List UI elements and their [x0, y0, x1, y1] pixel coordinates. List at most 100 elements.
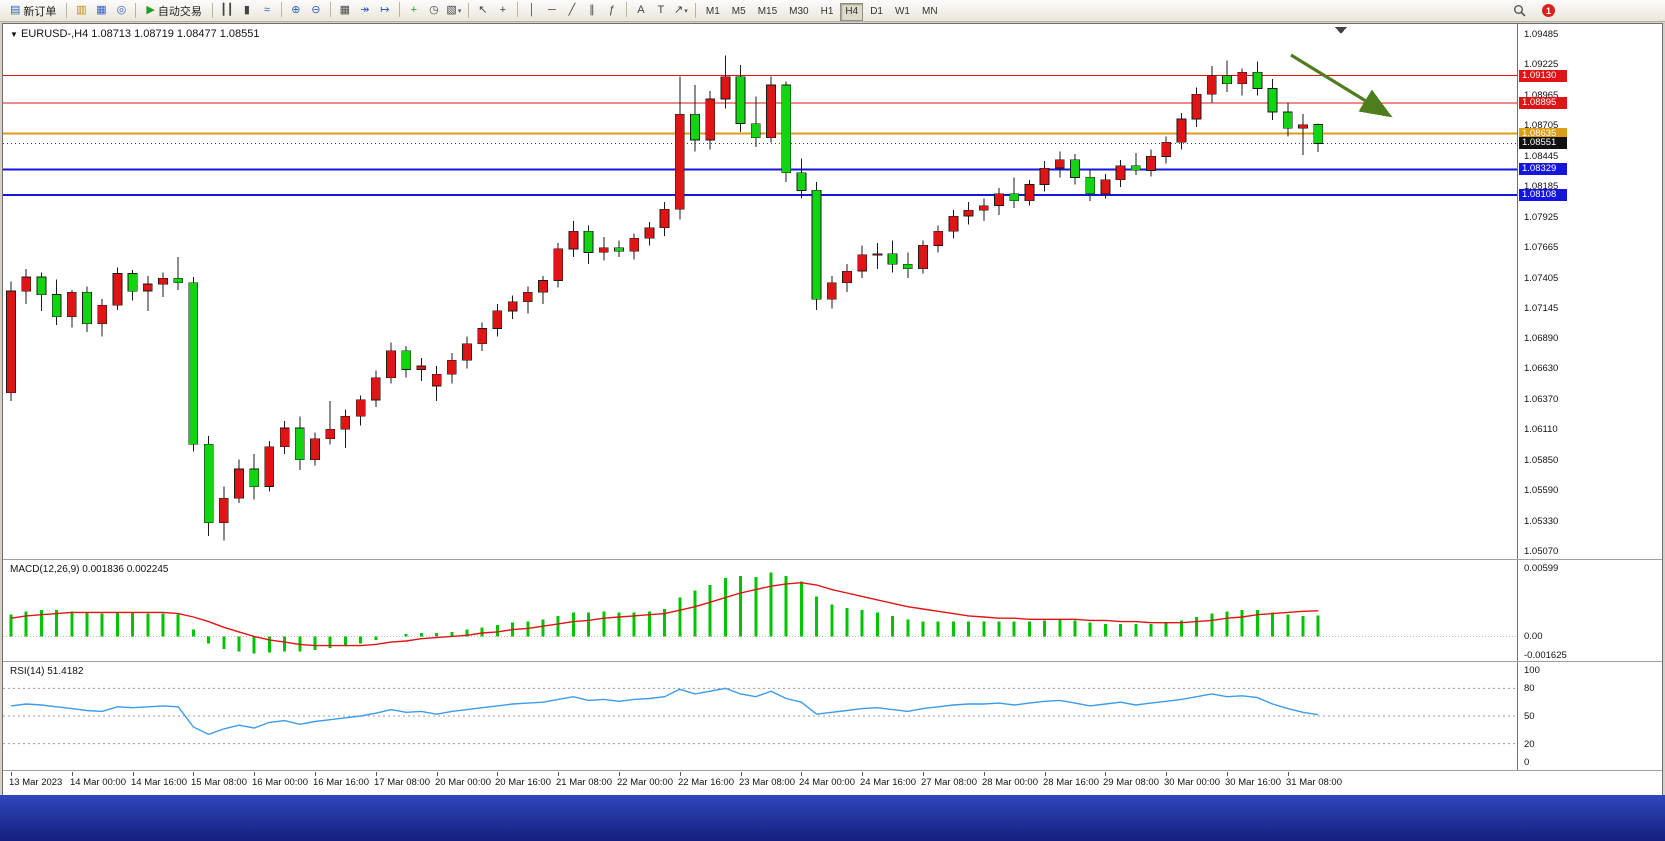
time-axis-tick — [1105, 772, 1106, 776]
candle-body — [1161, 141, 1172, 157]
vertical-line-icon[interactable]: │ — [528, 4, 536, 17]
new-order-button[interactable]: ▤ 新订单 — [4, 1, 62, 21]
time-axis-tick — [437, 772, 438, 776]
taskbar[interactable] — [0, 795, 1665, 841]
candle-body — [568, 230, 579, 250]
candle-body — [963, 209, 974, 217]
candle-body — [142, 283, 153, 292]
price-axis-label: 1.05070 — [1524, 546, 1559, 557]
support-tag-1: 1.08329 — [1519, 163, 1567, 175]
fibonacci-icon[interactable]: ƒ — [608, 4, 615, 17]
candle-body — [1176, 118, 1187, 143]
toolbar-separator — [516, 1, 518, 17]
candle-body — [1222, 75, 1232, 85]
data-window-icon[interactable]: ▦ — [96, 4, 107, 17]
chart-shift-icon[interactable]: ↦ — [380, 4, 390, 17]
candle-body — [1115, 165, 1126, 181]
periods-icon[interactable]: ◷ — [429, 4, 439, 17]
timeframe-m15-button[interactable]: M15 — [757, 5, 778, 17]
candle-body — [1282, 111, 1293, 129]
candlestick-chart-icon[interactable]: ▮ — [243, 4, 250, 17]
time-axis-label: 22 Mar 16:00 — [678, 777, 734, 788]
candle-body — [1313, 124, 1324, 144]
time-axis-label: 13 Mar 2023 — [9, 777, 63, 788]
notification-badge[interactable]: 1 — [1542, 4, 1555, 17]
tile-windows-icon[interactable]: ▦ — [339, 4, 351, 17]
macd-label: MACD(12,26,9) 0.001836 0.002245 — [10, 564, 168, 575]
timeframe-h4-button[interactable]: H4 — [840, 2, 864, 21]
candle-body — [978, 205, 989, 211]
rsi-axis-label: 50 — [1524, 711, 1535, 722]
toolbar-separator — [280, 1, 282, 17]
new-chart-icon[interactable]: ▧ ▾ — [446, 4, 462, 17]
line-chart-icon[interactable]: ≈ — [263, 4, 270, 17]
chart-shift-marker[interactable] — [1335, 27, 1347, 34]
time-axis-tick — [558, 772, 559, 776]
candle-body — [82, 291, 92, 325]
time-axis-tick — [1227, 772, 1228, 776]
timeframe-h1-button[interactable]: H1 — [820, 5, 834, 17]
pane-resize-separator[interactable] — [3, 559, 1662, 560]
rsi-chart-canvas[interactable] — [3, 662, 1517, 770]
bar-chart-icon[interactable]: ┃┃ — [220, 4, 234, 17]
candle-body — [857, 254, 868, 272]
candle-body — [97, 304, 108, 325]
candle-body — [994, 193, 1004, 206]
trend-arrow-annotation[interactable] — [1290, 53, 1393, 118]
macd-chart-canvas[interactable] — [3, 560, 1517, 661]
candle-body — [1070, 159, 1080, 178]
time-axis-tick — [72, 772, 73, 776]
time-axis-label: 29 Mar 08:00 — [1103, 777, 1159, 788]
timeframe-m5-button[interactable]: M5 — [731, 5, 746, 17]
timeframe-mn-button[interactable]: MN — [921, 5, 938, 17]
time-axis-tick — [984, 772, 985, 776]
navigator-icon[interactable]: ◎ — [116, 4, 127, 17]
time-axis-label: 15 Mar 08:00 — [191, 777, 247, 788]
price-axis-label: 1.05330 — [1524, 516, 1559, 527]
time-axis-tick — [315, 772, 316, 776]
crosshair-icon[interactable]: + — [499, 4, 507, 17]
channel-icon[interactable]: ∥ — [589, 4, 595, 17]
time-axis-tick — [1045, 772, 1046, 776]
zoom-out-icon[interactable]: ⊖ — [311, 4, 321, 17]
time-axis-tick — [193, 772, 194, 776]
candle-body — [1206, 75, 1217, 95]
timeframe-d1-button[interactable]: D1 — [870, 5, 883, 17]
time-axis-label: 16 Mar 16:00 — [313, 777, 369, 788]
timeframe-m30-button[interactable]: M30 — [789, 5, 809, 17]
arrows-icon[interactable]: ↗ ▾ — [674, 4, 688, 17]
horizontal-line-icon[interactable]: ─ — [547, 4, 556, 17]
resistance-tag-1: 1.09130 — [1519, 70, 1567, 82]
price-axis[interactable]: 1.09485 1.09225 1.08965 1.08705 1.08445 1.081… — [1517, 24, 1662, 771]
macd-signal-line — [10, 581, 1319, 647]
trendline-icon[interactable]: ╱ — [568, 4, 576, 17]
collapse-marker-icon[interactable]: ▼ — [10, 30, 18, 39]
auto-scroll-icon[interactable]: ↠ — [360, 4, 370, 17]
candle-body — [203, 444, 214, 524]
text-icon[interactable]: A — [637, 4, 645, 17]
candle-body — [674, 113, 685, 210]
autotrading-button[interactable]: ▶ 自动交易 — [140, 1, 207, 21]
candle-body — [51, 294, 62, 318]
cursor-icon[interactable]: ↖ — [478, 4, 488, 17]
pane-resize-separator[interactable] — [3, 661, 1662, 662]
toolbar-separator — [694, 3, 696, 18]
price-chart-canvas[interactable] — [3, 24, 1517, 559]
zoom-in-icon[interactable]: ⊕ — [291, 4, 301, 17]
candle-body — [948, 215, 959, 232]
price-axis-label: 1.07925 — [1524, 212, 1559, 223]
timeframe-m1-button[interactable]: M1 — [705, 5, 720, 17]
indicators-add-icon[interactable]: + — [410, 4, 418, 17]
candle-body — [1298, 124, 1308, 129]
time-axis-tick — [11, 772, 12, 776]
resistance-tag-2: 1.08895 — [1519, 97, 1567, 109]
market-watch-icon[interactable]: ▥ — [76, 4, 87, 17]
price-axis-label: 1.07145 — [1524, 303, 1559, 314]
candle-body — [340, 415, 351, 430]
search-icon[interactable] — [1513, 4, 1526, 22]
time-axis-tick — [376, 772, 377, 776]
time-axis[interactable]: 13 Mar 2023 14 Mar 00:00 14 Mar 16:00 15 Ma… — [3, 771, 1662, 793]
label-icon[interactable]: T — [657, 4, 665, 17]
timeframe-w1-button[interactable]: W1 — [894, 5, 910, 17]
time-axis-label: 20 Mar 00:00 — [435, 777, 491, 788]
